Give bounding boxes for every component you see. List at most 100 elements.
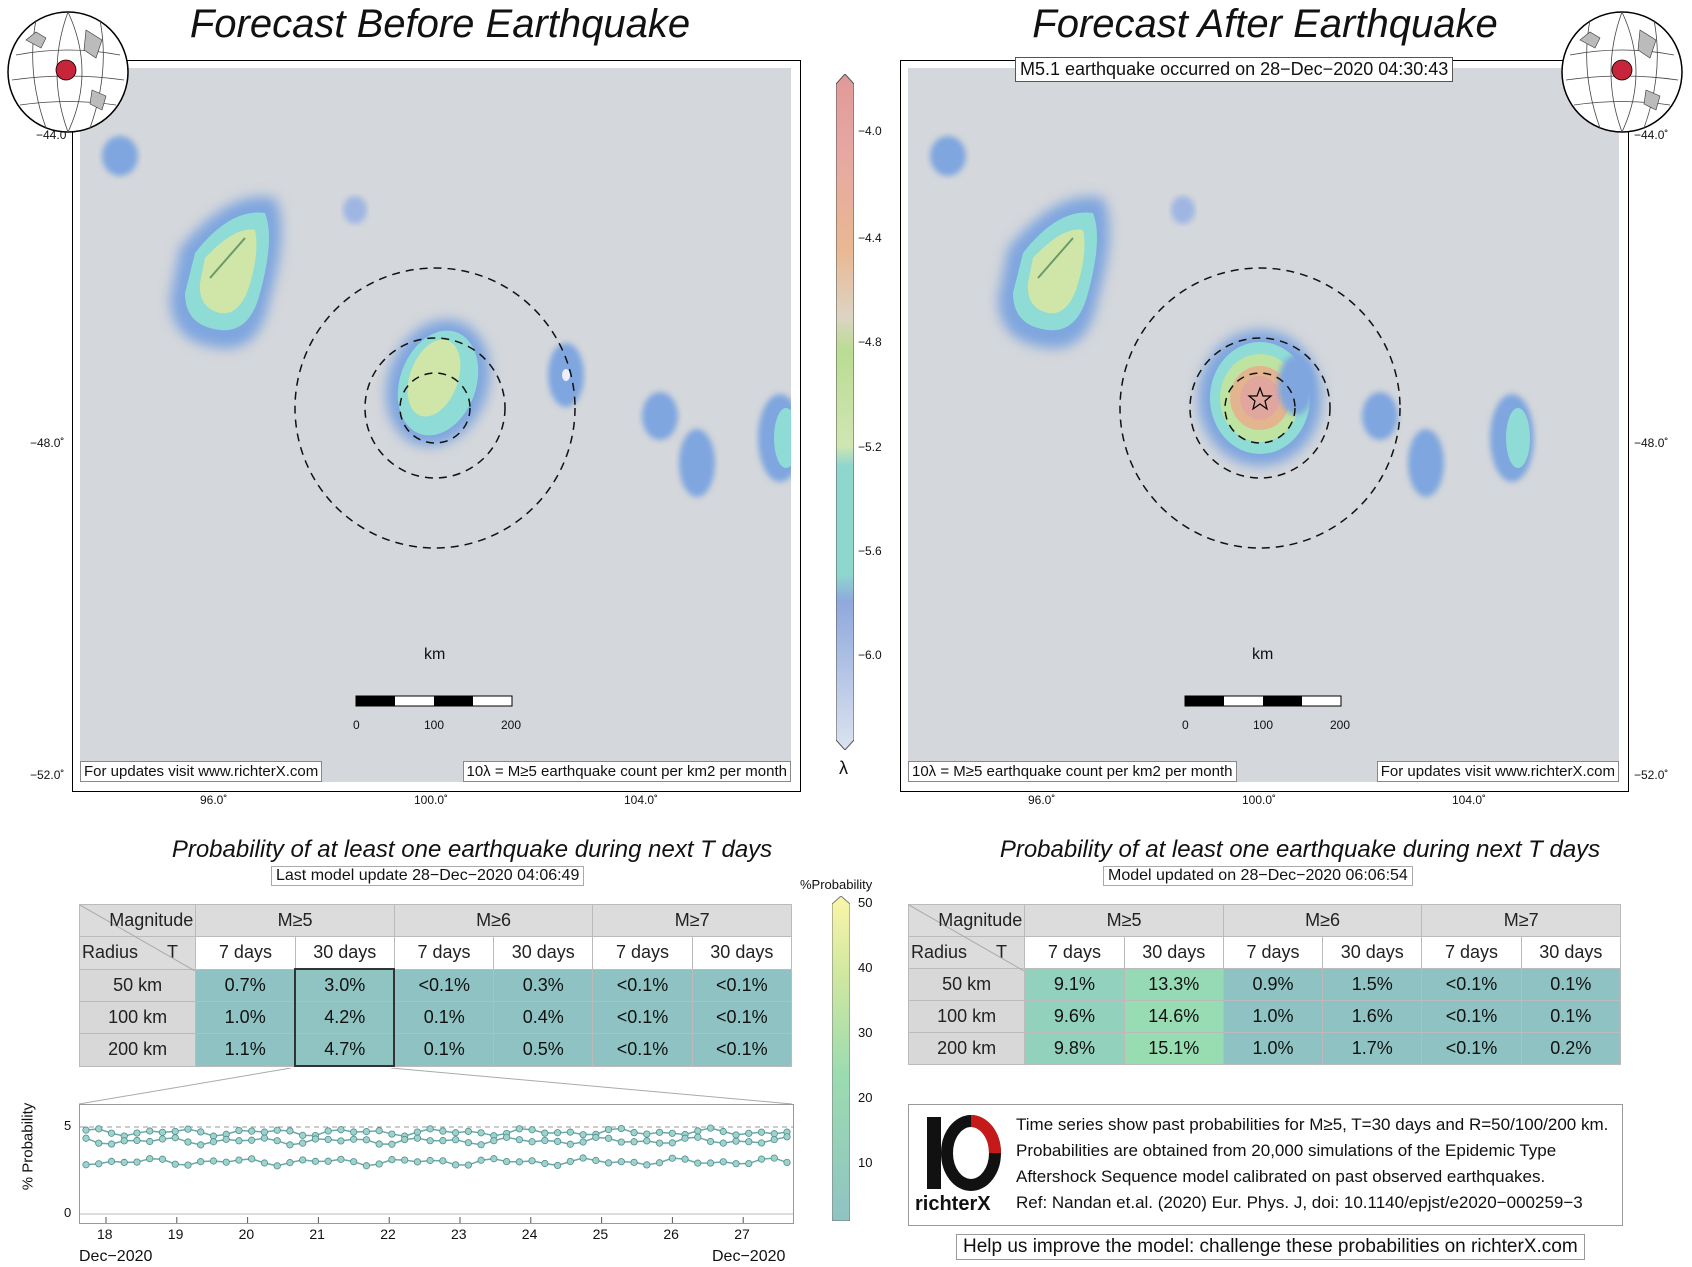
left-table-title: Probability of at least one earthquake d… [171,836,773,863]
table-row: 50 km 9.1% 13.3% 0.9% 1.5% <0.1% 0.1% [907,968,1622,1001]
prob-cell[interactable]: 1.1% [195,1033,296,1067]
prob-cell[interactable]: 1.5% [1322,968,1423,1001]
period-header: 7 days [393,936,495,970]
left-forecast-map[interactable]: km 0 100 200 For updates visit www.richt… [80,68,791,782]
prob-cell[interactable]: 0.1% [1520,968,1622,1001]
table-row: 200 km 9.8% 15.1% 1.0% 1.7% <0.1% 0.2% [907,1032,1622,1065]
series-point [617,1124,625,1133]
timeseries-plot[interactable] [79,1104,794,1224]
series-point [388,1130,396,1138]
series-point [95,1139,103,1147]
series-point [732,1160,740,1168]
prob-cell[interactable]: 0.5% [493,1033,594,1067]
mag-header: M≥7 [1421,904,1621,937]
series-point [82,1126,90,1134]
epicenter-star-icon[interactable] [1247,386,1273,411]
series-point [311,1135,320,1143]
help-improve-link[interactable]: Help us improve the model: challenge the… [956,1234,1585,1260]
prob-cell[interactable]: <0.1% [691,1001,793,1034]
prob-cell[interactable]: <0.1% [691,968,793,1002]
radius-50km-circle [1224,372,1296,444]
period-header: 30 days [1123,936,1224,969]
left-map-svg [80,68,791,782]
prob-cell[interactable]: 0.2% [1520,1032,1622,1065]
prob-cell[interactable]: 0.9% [1222,968,1324,1001]
prob-cell[interactable]: 0.3% [493,968,594,1002]
prob-cell-selected[interactable]: 3.0% [294,968,396,1002]
series-point [375,1127,383,1135]
radius-50km-circle [399,372,471,444]
series-point [286,1159,294,1167]
prob-cell[interactable]: <0.1% [691,1033,793,1067]
prob-cell[interactable]: <0.1% [592,1033,693,1067]
series-point [452,1136,460,1144]
series-point [464,1127,472,1136]
prob-cell[interactable]: <0.1% [1421,968,1522,1001]
series-point [209,1138,218,1146]
prob-cell[interactable]: <0.1% [1421,1000,1522,1033]
prob-cell-selected[interactable]: 4.2% [294,1001,396,1034]
prob-cell[interactable]: <0.1% [592,1001,693,1034]
prob-cell[interactable]: 0.4% [493,1001,594,1034]
series-point [655,1128,664,1136]
prob-cell[interactable]: <0.1% [1421,1032,1522,1065]
series-point [655,1159,664,1167]
series-point [566,1157,574,1166]
prob-cell[interactable]: <0.1% [592,968,693,1002]
series-point [184,1138,192,1146]
series-point [528,1157,536,1165]
prob-cell[interactable]: 0.1% [1520,1000,1622,1033]
left-table-subtitle: Last model update 28−Dec−2020 04:06:49 [271,866,585,886]
prob-cell[interactable]: 13.3% [1123,968,1224,1001]
prob-cell[interactable]: 1.7% [1322,1032,1423,1065]
lat-tick: −52.0˚ [1634,768,1669,782]
series-point [528,1126,536,1134]
updates-note[interactable]: For updates visit www.richterX.com [80,761,323,782]
series-point [184,1125,192,1133]
table-row: 200 km 1.1% 4.7% 0.1% 0.5% <0.1% <0.1% [78,1033,793,1067]
corner-radius: Radius T [78,936,197,970]
prob-cell[interactable]: 14.6% [1123,1000,1224,1033]
updates-note[interactable]: For updates visit www.richterX.com [1376,761,1619,782]
prob-cell[interactable]: 1.0% [1222,1032,1324,1065]
series-point [464,1139,472,1147]
radius-100km-circle [1189,337,1331,479]
series-point [260,1134,269,1142]
prob-cell[interactable]: 1.6% [1322,1000,1423,1033]
series-point [770,1154,778,1162]
prob-cell[interactable]: <0.1% [393,968,495,1002]
series-point [732,1137,740,1145]
prob-tick: 50 [858,895,873,910]
series-point [528,1138,536,1146]
prob-cell[interactable]: 0.7% [195,968,296,1002]
prob-cell[interactable]: 1.0% [1222,1000,1324,1033]
corner-top-label: Magnitude [109,910,194,930]
island-nw [998,196,1110,349]
right-panel-title: Forecast After Earthquake [1032,2,1498,46]
prob-cell[interactable]: 9.1% [1024,968,1125,1001]
lon-tick: 96.0˚ [200,793,228,807]
prob-cell-selected[interactable]: 4.7% [294,1033,396,1067]
series-point [643,1130,651,1138]
logo-text: richterX [915,1193,991,1215]
blob [102,136,138,176]
prob-cell[interactable]: 1.0% [195,1001,296,1034]
series-point [745,1159,753,1168]
prob-cell[interactable]: 15.1% [1123,1032,1224,1065]
series-point [362,1162,370,1170]
ts-x-right-label: Dec−2020 [712,1248,786,1265]
series-point [350,1135,358,1143]
ts-y-tick: 5 [64,1118,72,1133]
prob-cell[interactable]: 0.1% [393,1033,495,1067]
prob-cell[interactable]: 9.8% [1024,1032,1125,1065]
blob [343,196,367,224]
prob-cell[interactable]: 9.6% [1024,1000,1125,1033]
series-point [502,1133,511,1141]
lambda-legend-note: 10λ = M≥5 earthquake count per km2 per m… [908,761,1237,782]
lat-tick: −52.0˚ [30,768,65,782]
right-forecast-map[interactable]: km 0 100 200 10λ = M≥5 earthquake count … [908,68,1619,782]
series-point [515,1158,523,1166]
blob [1506,408,1530,468]
prob-cell[interactable]: 0.1% [393,1001,495,1034]
series-point [566,1128,574,1136]
